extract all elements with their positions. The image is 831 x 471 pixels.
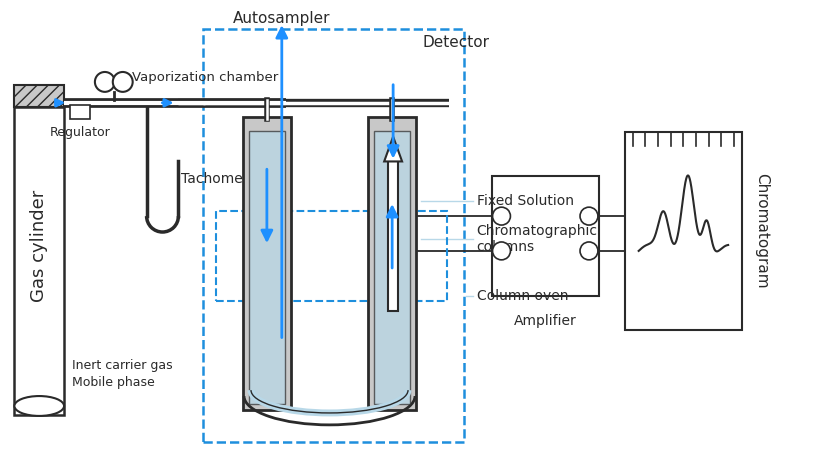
Text: Gas cylinder: Gas cylinder <box>30 190 48 302</box>
Text: Inert carrier gas: Inert carrier gas <box>72 359 173 372</box>
Bar <box>492 176 599 296</box>
Text: Regulator: Regulator <box>50 126 111 138</box>
Bar <box>216 211 447 300</box>
Circle shape <box>95 72 115 92</box>
Text: Detector: Detector <box>423 35 490 49</box>
Text: Mobile phase: Mobile phase <box>72 376 155 389</box>
Circle shape <box>493 242 510 260</box>
Text: Autosampler: Autosampler <box>233 11 331 26</box>
Bar <box>243 117 291 410</box>
Bar <box>14 107 64 415</box>
Bar <box>388 162 398 310</box>
Circle shape <box>113 72 133 92</box>
Text: Chromatographic
columns: Chromatographic columns <box>477 224 597 254</box>
Circle shape <box>580 207 598 225</box>
Circle shape <box>493 207 510 225</box>
Text: Tachometer: Tachometer <box>181 172 263 187</box>
Bar <box>625 131 742 331</box>
Text: Amplifier: Amplifier <box>514 314 577 327</box>
Text: Chromatogram: Chromatogram <box>755 173 770 289</box>
Text: Fixed Solution: Fixed Solution <box>477 194 573 208</box>
Circle shape <box>580 242 598 260</box>
Bar <box>204 29 464 442</box>
Bar <box>70 105 90 119</box>
Text: Vaporization chamber: Vaporization chamber <box>131 72 278 84</box>
Text: Column oven: Column oven <box>477 289 568 303</box>
Ellipse shape <box>14 396 64 416</box>
Bar <box>374 130 410 404</box>
Bar <box>368 117 416 410</box>
Bar <box>249 130 285 404</box>
Polygon shape <box>384 137 402 162</box>
Bar <box>14 85 64 107</box>
